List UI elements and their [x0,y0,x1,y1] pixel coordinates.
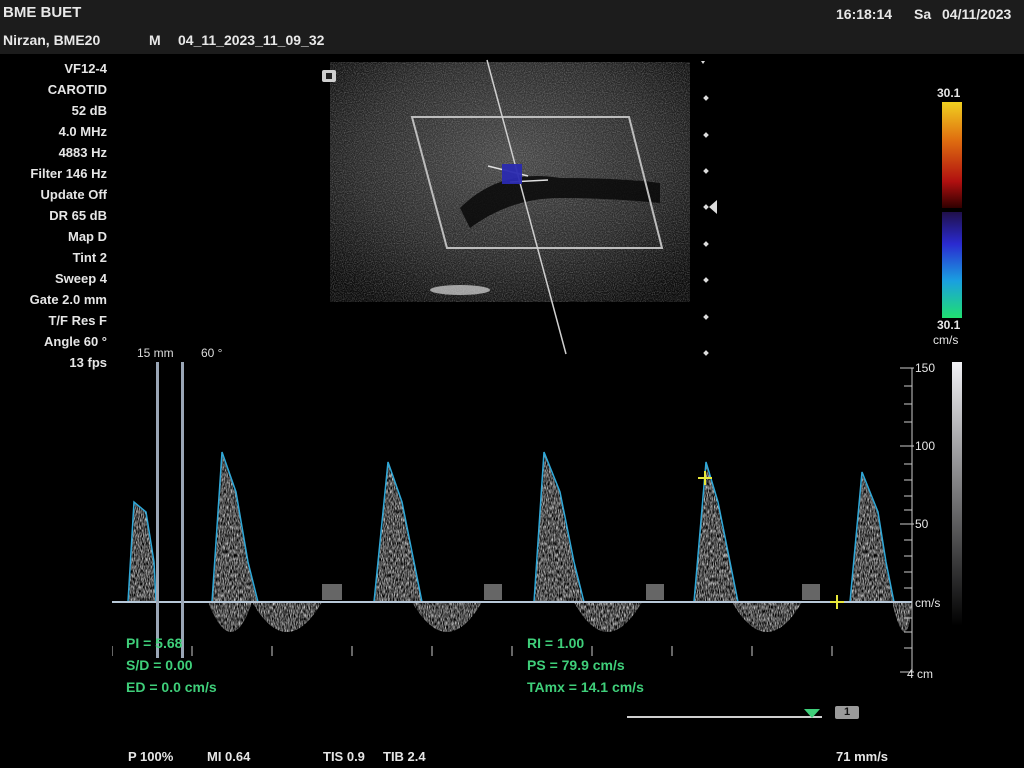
sweep-bar-right [181,362,184,658]
header-bar [0,0,1024,54]
color-flow-blob [502,164,522,184]
measurement-ri: RI = 1.00 [527,635,585,651]
param-gain: 52 dB [71,103,107,118]
param-update: Update Off [40,187,107,202]
footer-mi: MI 0.64 [207,749,251,764]
param-prf: 4883 Hz [58,145,107,160]
param-angle: Angle 60 ° [44,334,107,349]
ps-caliper-icon[interactable] [698,471,712,485]
param-dr: DR 65 dB [49,208,107,223]
param-sweep: Sweep 4 [54,271,107,286]
scale-tick-100: 100 [915,439,936,453]
param-gate: Gate 2.0 mm [29,292,107,307]
scale-tick-150: 150 [915,361,936,375]
ed-caliper-icon[interactable] [830,595,844,609]
depth-marks [701,61,709,356]
measurement-pi: PI = 5.68 [126,635,183,651]
measurement-ps: PS = 79.9 cm/s [527,657,625,673]
patient-sex: M [149,32,161,48]
doppler-cursor-line[interactable] [486,59,567,355]
param-filter: Filter 146 Hz [30,166,107,181]
doppler-spectrum[interactable] [112,362,912,658]
time-axis-label: 4 cm [907,667,934,681]
color-scale-top: 30.1 [937,86,961,100]
focus-marker-icon[interactable] [709,200,717,214]
cine-slider-track[interactable] [627,716,822,718]
sweep-bar-left [156,362,159,658]
clock-day: Sa [914,6,932,22]
footer-tis: TIS 0.9 [323,749,365,764]
param-probe: VF12-4 [64,61,107,76]
color-bar-negative [942,212,962,318]
cine-slider-handle-icon[interactable] [804,709,820,718]
measurement-ed: ED = 0.0 cm/s [126,679,217,695]
gate-depth-label: 15 mm [137,346,174,360]
angle-label: 60 ° [201,346,223,360]
color-bar-positive [942,102,962,208]
param-preset: CAROTID [47,82,107,97]
clock-date: 04/11/2023 [942,6,1012,22]
clock-time: 16:18:14 [836,6,893,22]
velocity-envelope [127,451,895,603]
velocity-scale [900,362,962,673]
vessel-lumen [460,176,660,228]
param-fps: 13 fps [69,355,107,370]
footer-power: P 100% [128,749,174,764]
footer-tib: TIB 2.4 [383,749,426,764]
exam-id: 04_11_2023_11_09_32 [178,32,325,48]
time-ticks [112,646,833,656]
param-tfres: T/F Res F [48,313,107,328]
color-scale-unit: cm/s [933,333,959,347]
measurement-sd: S/D = 0.00 [126,657,193,673]
measurement-tamx: TAmx = 14.1 cm/s [527,679,644,695]
bmode-image[interactable] [320,58,720,358]
sweep-indicator-badge[interactable]: 1 [835,706,859,719]
color-box[interactable] [410,116,664,249]
param-map: Map D [68,229,107,244]
institution-name: BME BUET [3,4,82,21]
param-tint: Tint 2 [72,250,107,265]
patient-name: Nirzan, BME20 [3,32,101,48]
color-scale-bottom: 30.1 [937,318,961,332]
scale-tick-50: 50 [915,517,929,531]
param-freq: 4.0 MHz [58,124,107,139]
footer-sweep-speed: 71 mm/s [836,749,889,764]
scale-unit: cm/s [915,596,941,610]
